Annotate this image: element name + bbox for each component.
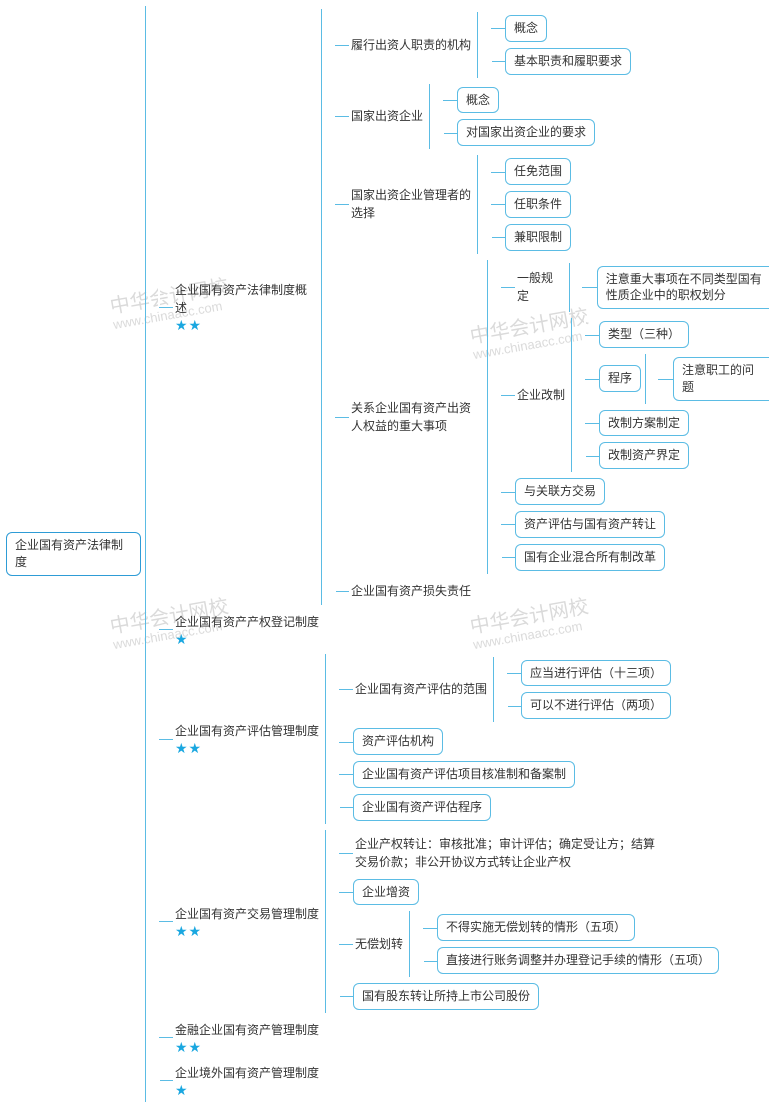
branch-overseas: 企业境外国有资产管理制度 [173,1062,321,1084]
branch-registration: 企业国有资产产权登记制度 [173,611,321,633]
node: 企业增资 [353,879,419,906]
branch-financial: 金融企业国有资产管理制度 [173,1019,321,1041]
node: 资产评估机构 [353,728,443,755]
node: 国有企业混合所有制改革 [515,544,665,571]
stars-icon: ★★ [175,923,202,940]
node: 任免范围 [505,158,571,185]
branch-transaction: 企业国有资产交易管理制度 [173,903,321,925]
node: 资产评估与国有资产转让 [515,511,665,538]
node: 企业国有资产损失责任 [349,580,473,602]
note-node: 注意重大事项在不同类型国有性质企业中的职权划分 [597,266,769,310]
branch-evaluation: 企业国有资产评估管理制度 [173,720,321,742]
node: 改制资产界定 [599,442,689,469]
node: 一般规定 [515,267,565,307]
stars-icon: ★★ [175,317,202,334]
node: 直接进行账务调整并办理登记手续的情形（五项） [437,947,719,974]
node: 对国家出资企业的要求 [457,119,595,146]
root-node: 企业国有资产法律制度 [6,532,141,576]
node: 履行出资人职责的机构 [349,34,473,56]
node: 基本职责和履职要求 [505,48,631,75]
node: 国家出资企业管理者的选择 [349,184,473,224]
node: 概念 [505,15,547,42]
node: 程序 [599,365,641,392]
node: 关系企业国有资产出资人权益的重大事项 [349,397,483,437]
stars-icon: ★★ [175,1039,202,1056]
node: 兼职限制 [505,224,571,251]
node: 可以不进行评估（两项） [521,692,671,719]
node: 不得实施无偿划转的情形（五项） [437,914,635,941]
node: 企业产权转让：审核批准；审计评估；确定受让方；结算交易价款；非公开协议方式转让企… [353,833,657,873]
stars-icon: ★★ [175,740,202,757]
node: 改制方案制定 [599,410,689,437]
node: 任职条件 [505,191,571,218]
node: 国有股东转让所持上市公司股份 [353,983,539,1010]
node: 概念 [457,87,499,114]
node: 企业国有资产评估程序 [353,794,491,821]
node: 企业国有资产评估项目核准制和备案制 [353,761,575,788]
node: 无偿划转 [353,933,405,955]
stars-icon: ★ [175,1082,189,1099]
node: 企业国有资产评估的范围 [353,678,489,700]
node: 企业改制 [515,384,567,406]
branch-overview: 企业国有资产法律制度概述 [173,279,317,319]
note-node: 注意职工的问题 [673,357,769,401]
node: 应当进行评估（十三项） [521,660,671,687]
node: 类型（三种） [599,321,689,348]
node: 与关联方交易 [515,478,605,505]
stars-icon: ★ [175,631,189,648]
mindmap-tree: 企业国有资产法律制度 企业国有资产法律制度概述★★ 履行出资人职责的机构 概念 … [6,6,769,1102]
node: 国家出资企业 [349,105,425,127]
